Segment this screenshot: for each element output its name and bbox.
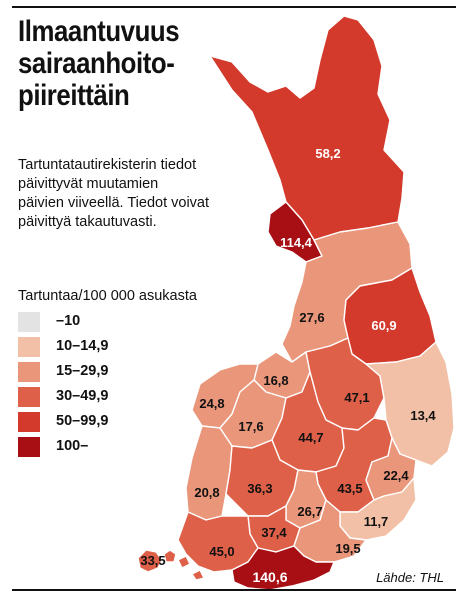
legend-label: –10 bbox=[56, 313, 81, 329]
top-rule bbox=[12, 6, 456, 8]
bottom-rule bbox=[12, 589, 456, 591]
map-title: Ilmaantuvuus sairaanhoito- piireittäin bbox=[18, 16, 207, 112]
region-value: 37,4 bbox=[261, 525, 287, 540]
region-pohjois-karjala bbox=[365, 341, 455, 467]
legend-swatch bbox=[18, 437, 40, 457]
region-value: 26,7 bbox=[297, 504, 322, 519]
island bbox=[177, 555, 191, 569]
legend-swatch bbox=[18, 362, 40, 382]
title-line-3: piireittäin bbox=[18, 79, 130, 112]
region-value: 44,7 bbox=[298, 430, 323, 445]
legend-swatch bbox=[18, 412, 40, 432]
region-value: 11,7 bbox=[364, 514, 389, 529]
region-value: 60,9 bbox=[371, 318, 396, 333]
region-value: 47,1 bbox=[344, 390, 369, 405]
legend-item: 50–99,9 bbox=[18, 412, 218, 432]
update-note: Tartuntatautirekisterin tiedot päivittyv… bbox=[18, 156, 243, 232]
region-value: 13,4 bbox=[410, 408, 436, 423]
legend-label: 100– bbox=[56, 438, 89, 454]
region-lappi bbox=[209, 15, 405, 241]
region-value: 140,6 bbox=[252, 569, 287, 585]
region-value: 36,3 bbox=[247, 481, 272, 496]
legend-swatch bbox=[18, 312, 40, 332]
region-value: 45,0 bbox=[209, 544, 234, 559]
region-ahvenanmaa bbox=[137, 549, 163, 573]
region-value: 22,4 bbox=[383, 468, 409, 483]
note-line-4: päivittyä takautuvasti. bbox=[18, 214, 157, 230]
note-line-2: päivittyvät muutamien bbox=[18, 176, 159, 192]
source-credit: Lähde: THL bbox=[376, 570, 444, 585]
region-value: 114,4 bbox=[280, 235, 313, 250]
title-line-1: Ilmaantuvuus bbox=[18, 15, 180, 48]
legend-item: 10–14,9 bbox=[18, 337, 218, 357]
region-value: 43,5 bbox=[337, 481, 362, 496]
region-value: 20,8 bbox=[194, 485, 219, 500]
title-line-2: sairaanhoito- bbox=[18, 47, 175, 80]
note-line-3: päivien viiveellä. Tiedot voivat bbox=[18, 195, 210, 211]
region-satakunta bbox=[185, 425, 233, 521]
ahvenanmaa-islet bbox=[163, 549, 177, 563]
region-value: 24,8 bbox=[199, 396, 224, 411]
region-value: 16,8 bbox=[263, 373, 288, 388]
legend-label: 30–49,9 bbox=[56, 388, 109, 404]
legend-item: 15–29,9 bbox=[18, 362, 218, 382]
legend-swatch bbox=[18, 337, 40, 357]
island bbox=[191, 569, 205, 581]
region-value: 27,6 bbox=[299, 310, 324, 325]
region-value: 17,6 bbox=[238, 419, 263, 434]
note-line-1: Tartuntatautirekisterin tiedot bbox=[18, 157, 197, 173]
region-value: 58,2 bbox=[315, 146, 340, 161]
legend-label: 15–29,9 bbox=[56, 363, 109, 379]
region-hus bbox=[231, 545, 335, 591]
legend-item: 100– bbox=[18, 437, 218, 457]
legend-item: 30–49,9 bbox=[18, 387, 218, 407]
region-value: 33,5 bbox=[140, 553, 165, 568]
legend-label: 50–99,9 bbox=[56, 413, 109, 429]
legend-swatch bbox=[18, 387, 40, 407]
region-value: 19,5 bbox=[335, 541, 360, 556]
legend-item: –10 bbox=[18, 312, 218, 332]
legend-title: Tartuntaa/100 000 asukasta bbox=[18, 288, 197, 304]
legend-label: 10–14,9 bbox=[56, 338, 109, 354]
